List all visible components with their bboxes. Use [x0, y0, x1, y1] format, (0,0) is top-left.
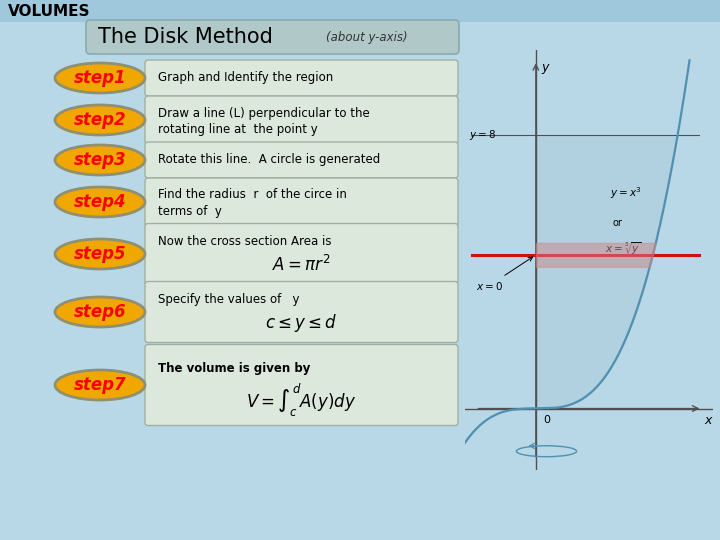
Ellipse shape: [55, 63, 145, 93]
FancyBboxPatch shape: [145, 60, 458, 96]
Text: The volume is given by: The volume is given by: [158, 362, 310, 375]
FancyBboxPatch shape: [145, 142, 458, 178]
Text: Rotate this line.  A circle is generated: Rotate this line. A circle is generated: [158, 153, 380, 166]
Text: 0: 0: [543, 415, 550, 426]
Text: $y = x^3$: $y = x^3$: [611, 185, 642, 201]
FancyBboxPatch shape: [145, 96, 458, 144]
Text: rotating line at  the point y: rotating line at the point y: [158, 123, 318, 136]
Text: The Disk Method: The Disk Method: [98, 27, 273, 47]
Text: (about y-axis): (about y-axis): [326, 30, 408, 44]
Text: $y = 8$: $y = 8$: [469, 129, 495, 143]
Ellipse shape: [55, 297, 145, 327]
Text: $x = 0$: $x = 0$: [476, 257, 533, 292]
Text: step5: step5: [73, 245, 126, 263]
Text: step7: step7: [73, 376, 126, 394]
Text: $c \leq y \leq d$: $c \leq y \leq d$: [265, 312, 338, 334]
Ellipse shape: [55, 187, 145, 217]
Ellipse shape: [55, 239, 145, 269]
Text: step4: step4: [73, 193, 126, 211]
Ellipse shape: [55, 370, 145, 400]
Text: VOLUMES: VOLUMES: [8, 3, 91, 18]
Text: y: y: [541, 60, 548, 73]
FancyBboxPatch shape: [145, 345, 458, 426]
Text: step1: step1: [73, 69, 126, 87]
Text: terms of  y: terms of y: [158, 205, 222, 218]
Ellipse shape: [55, 145, 145, 175]
Text: $A = \pi r^2$: $A = \pi r^2$: [272, 255, 331, 275]
FancyBboxPatch shape: [145, 281, 458, 342]
FancyBboxPatch shape: [145, 178, 458, 226]
FancyBboxPatch shape: [145, 224, 458, 285]
Text: Specify the values of   y: Specify the values of y: [158, 293, 300, 306]
Text: $V = \int_{c}^{d} A(y)dy$: $V = \int_{c}^{d} A(y)dy$: [246, 381, 356, 418]
Text: Graph and Identify the region: Graph and Identify the region: [158, 71, 333, 84]
FancyBboxPatch shape: [0, 0, 720, 22]
Ellipse shape: [55, 105, 145, 135]
FancyBboxPatch shape: [86, 20, 459, 54]
Text: step3: step3: [73, 151, 126, 169]
Text: $x = \sqrt[3]{y}$: $x = \sqrt[3]{y}$: [606, 240, 642, 257]
Text: or: or: [613, 218, 622, 228]
Text: Now the cross section Area is: Now the cross section Area is: [158, 235, 331, 248]
Text: Find the radius  r  of the circe in: Find the radius r of the circe in: [158, 188, 347, 201]
Text: x: x: [704, 414, 712, 427]
Text: step6: step6: [73, 303, 126, 321]
Text: Draw a line (L) perpendicular to the: Draw a line (L) perpendicular to the: [158, 106, 370, 119]
Text: step2: step2: [73, 111, 126, 129]
